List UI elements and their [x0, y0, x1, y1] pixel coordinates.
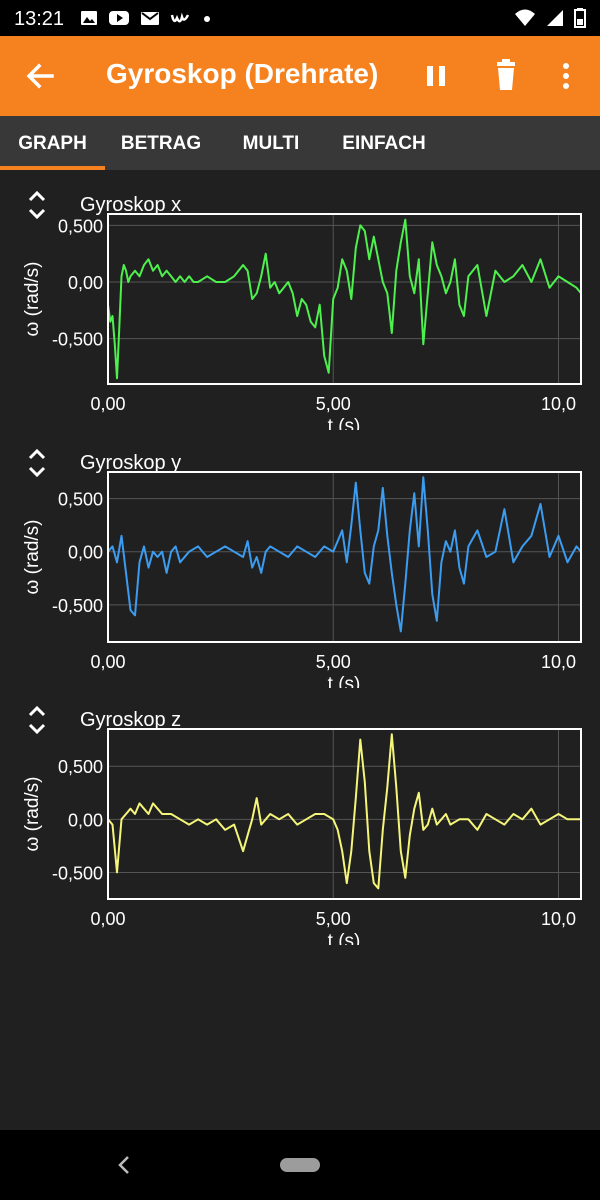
youtube-icon	[109, 11, 129, 25]
graph-title: Gyroskop y	[80, 452, 182, 474]
plot-frame	[107, 471, 582, 643]
tab-multi[interactable]: MULTI	[242, 133, 300, 154]
more-vert-icon[interactable]	[554, 58, 578, 94]
app-bar: Gyroskop (Drehrate)	[0, 36, 600, 116]
trash-icon[interactable]	[490, 58, 522, 94]
series-line-y	[107, 476, 582, 633]
graph-section-z: Gyroskop z 0,500 0,00 -0,500 0,00 5,00 10,0 t (…	[0, 695, 600, 945]
gyro-chart-x[interactable]: 0,500 0,00 -0,500 0,00 5,00 10,0 t (s) ω (rad/s…	[0, 180, 600, 430]
plot-frame	[107, 728, 582, 900]
x-axis-label: t (s)	[328, 416, 361, 430]
y-tick-label: 0,500	[58, 216, 103, 236]
x-tick-label: 0,00	[90, 909, 125, 929]
navigation-bar	[0, 1130, 600, 1200]
nav-home-pill[interactable]	[280, 1158, 320, 1172]
graph-title: Gyroskop z	[80, 709, 182, 731]
w-app-icon	[170, 12, 190, 23]
tab-betrag[interactable]: BETRAG	[120, 133, 202, 154]
x-axis-label: t (s)	[328, 931, 361, 945]
tab-graph[interactable]: GRAPH	[0, 116, 105, 170]
page-title: Gyroskop (Drehrate)	[106, 58, 379, 89]
status-bar: 13:21	[0, 0, 600, 36]
plot-frame	[107, 213, 582, 385]
y-tick-label: 0,00	[68, 273, 103, 293]
x-tick-label: 10,0	[541, 394, 576, 414]
nav-back-icon[interactable]	[116, 1154, 132, 1176]
x-tick-label: 5,00	[316, 394, 351, 414]
expand-collapse-icon[interactable]	[24, 446, 50, 480]
status-time: 13:21	[14, 8, 65, 30]
x-tick-label: 5,00	[316, 652, 351, 672]
gyro-chart-y[interactable]: 0,500 0,00 -0,500 0,00 5,00 10,0 t (s) ω (rad/s…	[0, 438, 600, 688]
y-axis-label: ω (rad/s)	[22, 519, 43, 594]
y-tick-label: -0,500	[52, 863, 103, 883]
arrow-back-icon[interactable]	[22, 58, 58, 94]
graph-section-y: Gyroskop y 0,500 0,00 -0,500 0,00 5,00 10,0 t (…	[0, 438, 600, 688]
x-tick-label: 5,00	[316, 909, 351, 929]
x-tick-label: 0,00	[90, 394, 125, 414]
x-tick-label: 0,00	[90, 652, 125, 672]
graph-section-x: Gyroskop x 0,500 0,00 -0,500 0,00 5,00 10,0 t (…	[0, 180, 600, 430]
y-axis-label: ω (rad/s)	[22, 776, 43, 851]
mail-icon	[141, 12, 159, 25]
notification-icons	[80, 8, 212, 28]
x-tick-label: 10,0	[541, 909, 576, 929]
wifi-icon	[515, 9, 535, 26]
y-tick-label: 0,00	[68, 543, 103, 563]
tab-bar: GRAPH BETRAG MULTI EINFACH	[0, 116, 600, 170]
series-line-z	[107, 733, 581, 890]
y-axis-label: ω (rad/s)	[22, 261, 43, 336]
image-icon	[81, 11, 97, 25]
pause-icon[interactable]	[420, 58, 452, 94]
dot-icon	[204, 16, 210, 22]
y-tick-label: -0,500	[52, 330, 103, 350]
gyro-chart-z[interactable]: 0,500 0,00 -0,500 0,00 5,00 10,0 t (s) ω (rad/s…	[0, 695, 600, 945]
x-axis-label: t (s)	[328, 674, 361, 688]
series-line-x	[107, 218, 582, 380]
y-tick-label: 0,00	[68, 810, 103, 830]
y-tick-label: 0,500	[58, 490, 103, 510]
system-icons	[514, 8, 586, 28]
battery-icon	[574, 8, 586, 28]
x-tick-label: 10,0	[541, 652, 576, 672]
expand-collapse-icon[interactable]	[24, 188, 50, 222]
graph-title: Gyroskop x	[80, 194, 182, 216]
y-tick-label: -0,500	[52, 596, 103, 616]
tab-einfach[interactable]: EINFACH	[342, 133, 426, 154]
y-tick-label: 0,500	[58, 757, 103, 777]
signal-icon	[547, 10, 563, 26]
expand-collapse-icon[interactable]	[24, 703, 50, 737]
